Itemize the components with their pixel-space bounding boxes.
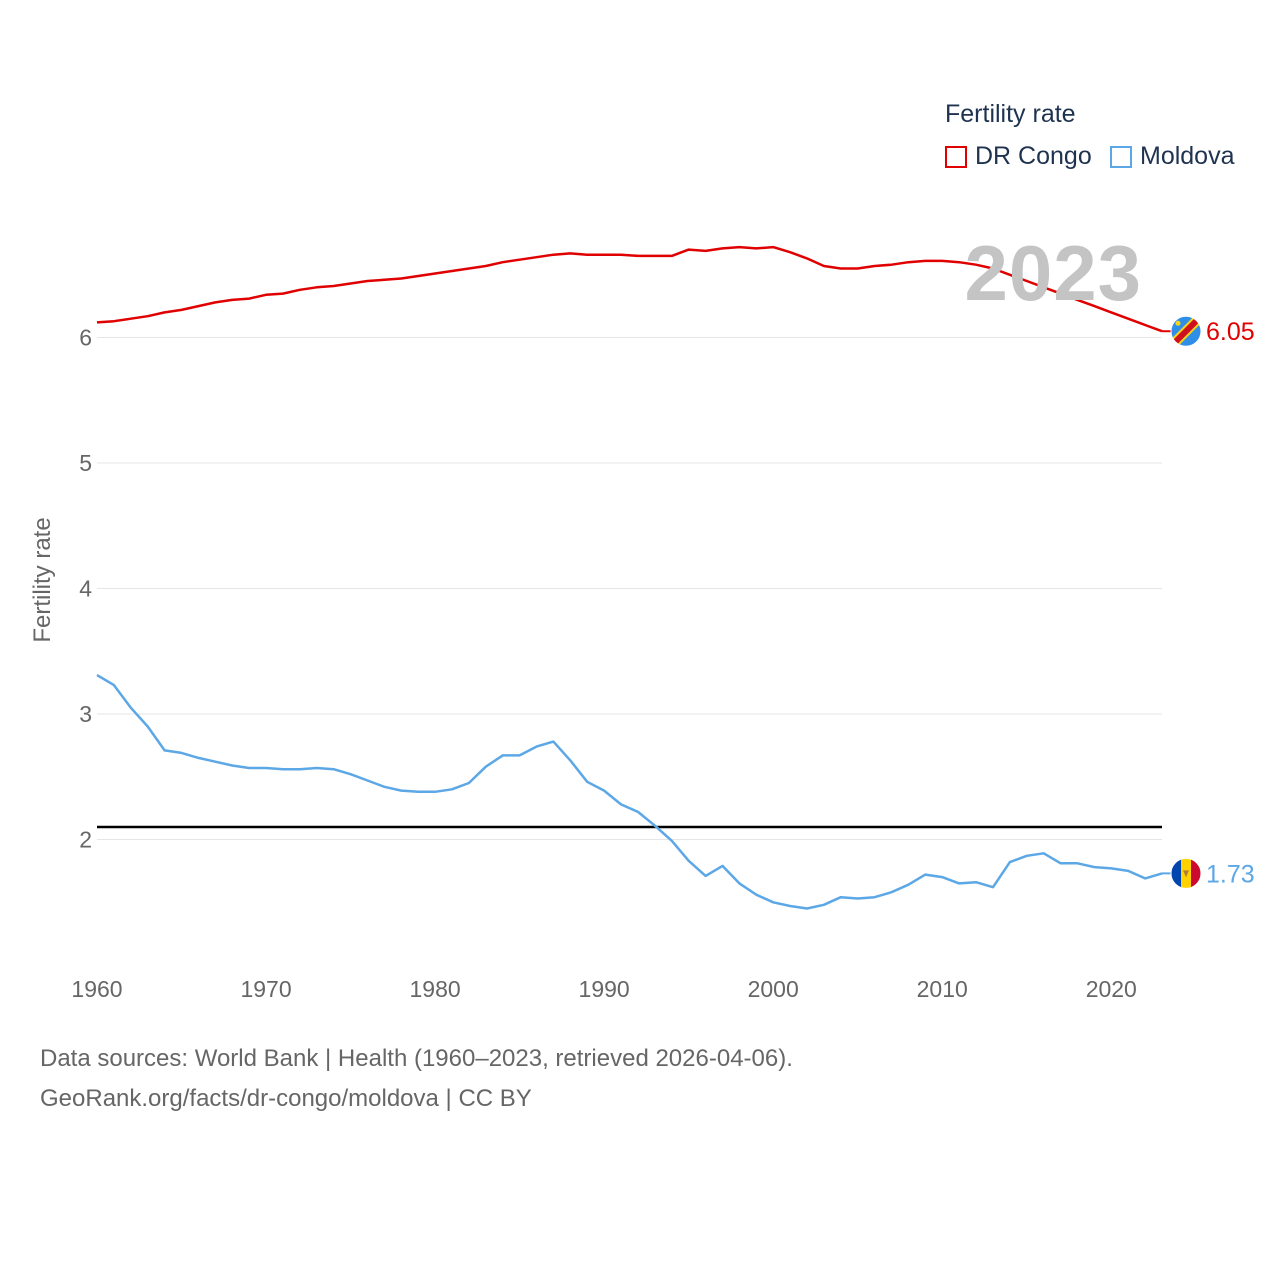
x-tick-label: 2000: [748, 976, 799, 1002]
series-line-moldova: [96, 674, 1163, 910]
x-tick-label: 2020: [1086, 976, 1137, 1002]
gridlines: [97, 337, 1162, 840]
x-axis-ticks: 1960 1970 1980 1990 2000 2010 2020: [71, 976, 1136, 1002]
y-tick-label: 4: [79, 576, 92, 602]
y-axis-title: Fertility rate: [29, 517, 56, 642]
y-tick-label: 5: [79, 450, 92, 476]
x-tick-label: 1980: [410, 976, 461, 1002]
series-line-dr-congo: [96, 245, 1163, 333]
y-tick-label: 2: [79, 827, 92, 853]
source-line: Data sources: World Bank | Health (1960–…: [40, 1045, 793, 1072]
end-value-label-moldova: 1.73: [1206, 860, 1255, 888]
flag-icon-dr-congo: [1170, 315, 1202, 347]
legend-item-moldova[interactable]: Moldova: [1110, 142, 1235, 171]
end-markers: 6.05 1.73: [1162, 315, 1255, 889]
y-tick-label: 3: [79, 701, 92, 727]
x-tick-label: 1990: [579, 976, 630, 1002]
legend-swatch-dr-congo: [945, 145, 967, 168]
legend-label-dr-congo: DR Congo: [975, 142, 1092, 170]
x-tick-label: 1970: [240, 976, 291, 1002]
end-value-label-dr-congo: 6.05: [1206, 318, 1255, 346]
link-line[interactable]: GeoRank.org/facts/dr-congo/moldova | CC …: [40, 1085, 532, 1112]
x-tick-label: 1960: [71, 976, 122, 1002]
legend-label-moldova: Moldova: [1140, 142, 1235, 170]
y-axis-ticks: 2 3 4 5 6: [79, 325, 92, 853]
series-lines: [96, 245, 1163, 910]
year-watermark: 2023: [964, 229, 1142, 317]
x-tick-label: 2010: [917, 976, 968, 1002]
legend-title: Fertility rate: [945, 100, 1076, 128]
legend-swatch-moldova: [1110, 145, 1132, 168]
legend-item-dr-congo[interactable]: DR Congo: [945, 142, 1092, 171]
y-tick-label: 6: [79, 325, 92, 351]
flag-icon-moldova: [1170, 857, 1202, 889]
